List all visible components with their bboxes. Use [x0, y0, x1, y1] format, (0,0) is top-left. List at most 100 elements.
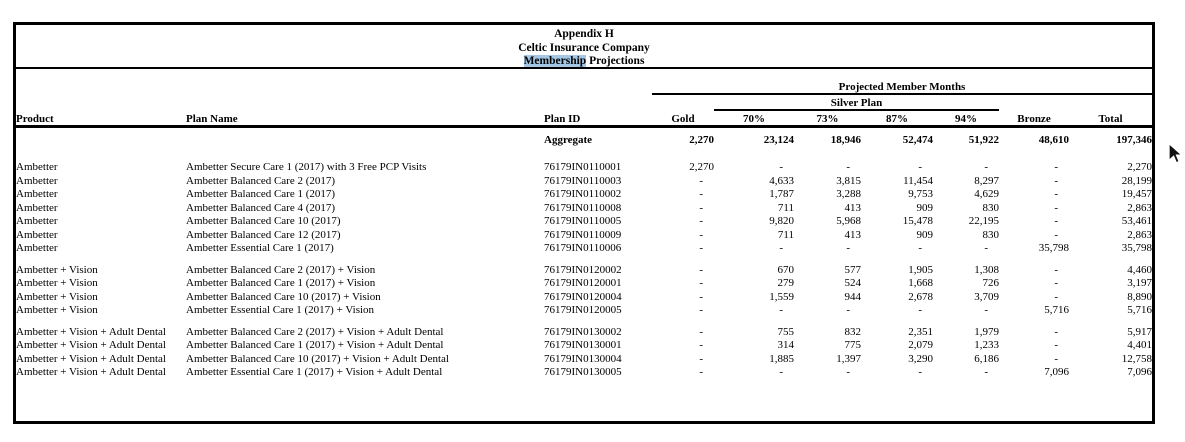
aggregate-silver-94: 51,922	[968, 134, 999, 146]
cell-silver-87: 1,668	[908, 277, 933, 289]
cell-silver-70: 711	[777, 228, 794, 241]
aggregate-gold: 2,270	[689, 134, 714, 146]
cell-plan-id: 76179IN0120002	[544, 263, 622, 276]
cell-gold: -	[699, 201, 703, 214]
aggregate-silver-73: 18,946	[830, 134, 861, 146]
cell-plan-id: 76179IN0110008	[544, 201, 622, 214]
cell-product: Ambetter	[16, 228, 58, 241]
cell-silver-94: -	[984, 366, 988, 378]
cell-total: 2,270	[1127, 161, 1153, 173]
cell-silver-87: -	[918, 161, 922, 173]
cell-total: 5,716	[1127, 304, 1153, 316]
col-header-silver-70: 70%	[714, 110, 794, 128]
table-row: Ambetter + Vision Ambetter Balanced Care …	[16, 291, 1152, 305]
cell-plan-name: Ambetter Balanced Care 1 (2017) + Vision…	[186, 339, 444, 351]
cell-silver-94: 726	[982, 277, 1000, 289]
cell-product: Ambetter	[16, 161, 58, 173]
cell-bronze: 5,716	[1044, 304, 1069, 316]
cell-bronze: 7,096	[1044, 366, 1069, 378]
cell-bronze: -	[1054, 215, 1058, 227]
cell-gold: -	[699, 366, 703, 378]
cell-silver-70: 279	[777, 277, 795, 289]
cell-total: 12,758	[1121, 352, 1153, 365]
aggregate-label: Aggregate	[544, 134, 593, 146]
table-row: Ambetter Ambetter Balanced Care 10 (2017)…	[16, 215, 1152, 229]
col-header-product: Product	[16, 110, 186, 128]
aggregate-silver-87: 52,474	[902, 134, 933, 146]
cell-silver-70: -	[779, 366, 783, 378]
cell-plan-id: 76179IN0110001	[544, 161, 622, 173]
cell-silver-70: -	[779, 242, 783, 254]
table-body: Aggregate 2,270 23,124 18,946 52,474 51,…	[16, 127, 1152, 380]
cell-plan-name: Ambetter Essential Care 1 (2017) + Visio…	[186, 304, 375, 316]
table-row: Ambetter Ambetter Secure Care 1 (2017) wi…	[16, 161, 1152, 175]
cell-total: 3,197	[1127, 277, 1153, 289]
cell-plan-name: Ambetter Secure Care 1 (2017) with 3 Fre…	[186, 161, 427, 173]
cell-plan-id: 76179IN0130005	[544, 366, 622, 378]
cell-silver-94: 1,233	[974, 339, 999, 351]
aggregate-bronze: 48,610	[1038, 134, 1069, 146]
cell-silver-87: 11,454	[903, 174, 933, 187]
table-row: Ambetter Ambetter Balanced Care 4 (2017) 7…	[16, 202, 1152, 216]
cell-silver-94: -	[984, 304, 988, 316]
cell-silver-70: 1,787	[769, 188, 794, 200]
cell-plan-id: 76179IN0120004	[544, 290, 622, 303]
cell-gold: -	[699, 215, 703, 227]
cell-silver-87: 909	[916, 228, 934, 241]
search-highlight: Membership	[523, 55, 587, 67]
cell-bronze: -	[1054, 290, 1058, 303]
cell-product: Ambetter + Vision + Adult Dental	[16, 366, 166, 378]
cell-total: 5,917	[1127, 325, 1153, 338]
cell-plan-name: Ambetter Balanced Care 1 (2017) + Vision	[186, 277, 376, 289]
cell-product: Ambetter + Vision	[16, 304, 98, 316]
cell-silver-94: 830	[982, 201, 1000, 214]
cell-silver-94: -	[984, 242, 988, 254]
col-header-total: Total	[1069, 110, 1153, 128]
cell-plan-id: 76179IN0120001	[544, 277, 622, 289]
cell-silver-70: -	[779, 161, 783, 173]
cell-silver-70: 1,885	[769, 352, 794, 365]
cell-product: Ambetter	[16, 215, 58, 227]
spacer-row	[16, 148, 1152, 161]
table-row: Ambetter + Vision Ambetter Essential Care…	[16, 304, 1152, 318]
table-row: Ambetter + Vision + Adult Dental Ambetter…	[16, 353, 1152, 367]
cell-plan-name: Ambetter Balanced Care 2 (2017)	[186, 174, 336, 187]
aggregate-row: Aggregate 2,270 23,124 18,946 52,474 51,…	[16, 133, 1152, 148]
cell-silver-73: 944	[844, 290, 862, 303]
cell-plan-name: Ambetter Essential Care 1 (2017) + Visio…	[186, 366, 443, 378]
cell-gold: -	[699, 339, 703, 351]
cell-bronze: -	[1054, 339, 1058, 351]
cell-silver-70: 9,820	[769, 215, 794, 227]
cell-product: Ambetter + Vision	[16, 277, 98, 289]
cell-gold: -	[699, 325, 703, 338]
cell-gold: -	[699, 174, 703, 187]
cell-gold: -	[699, 290, 703, 303]
cell-silver-73: 577	[844, 263, 862, 276]
section-gap-row	[16, 256, 1152, 264]
cell-plan-name: Ambetter Essential Care 1 (2017)	[186, 242, 334, 254]
cell-silver-73: 3,288	[836, 188, 861, 200]
cell-silver-94: 6,186	[974, 352, 999, 365]
document-title-block: Appendix H Celtic Insurance Company Memb…	[16, 25, 1152, 69]
cell-silver-94: 4,629	[974, 188, 999, 200]
cell-plan-name: Ambetter Balanced Care 12 (2017)	[186, 228, 341, 241]
cell-silver-70: 314	[777, 339, 795, 351]
appendix-table-frame: Appendix H Celtic Insurance Company Memb…	[13, 22, 1155, 424]
cell-gold: -	[699, 242, 703, 254]
cell-plan-id: 76179IN0110005	[544, 215, 622, 227]
cell-plan-name: Ambetter Balanced Care 10 (2017) + Visio…	[186, 352, 449, 365]
cell-silver-73: 1,397	[836, 352, 861, 365]
cell-gold: -	[699, 277, 703, 289]
cell-silver-87: -	[918, 304, 922, 316]
cell-product: Ambetter	[16, 242, 58, 254]
cell-silver-94: 8,297	[974, 174, 999, 187]
cell-silver-73: -	[846, 304, 850, 316]
cell-silver-73: 524	[844, 277, 862, 289]
aggregate-silver-70: 23,124	[763, 134, 794, 146]
group-header-row: Projected Member Months	[16, 69, 1153, 95]
cell-silver-87: 2,079	[908, 339, 933, 351]
cell-silver-70: 670	[777, 263, 795, 276]
cell-plan-name: Ambetter Balanced Care 2 (2017) + Vision	[186, 263, 376, 276]
cell-silver-87: 909	[916, 201, 934, 214]
cell-product: Ambetter	[16, 174, 58, 187]
